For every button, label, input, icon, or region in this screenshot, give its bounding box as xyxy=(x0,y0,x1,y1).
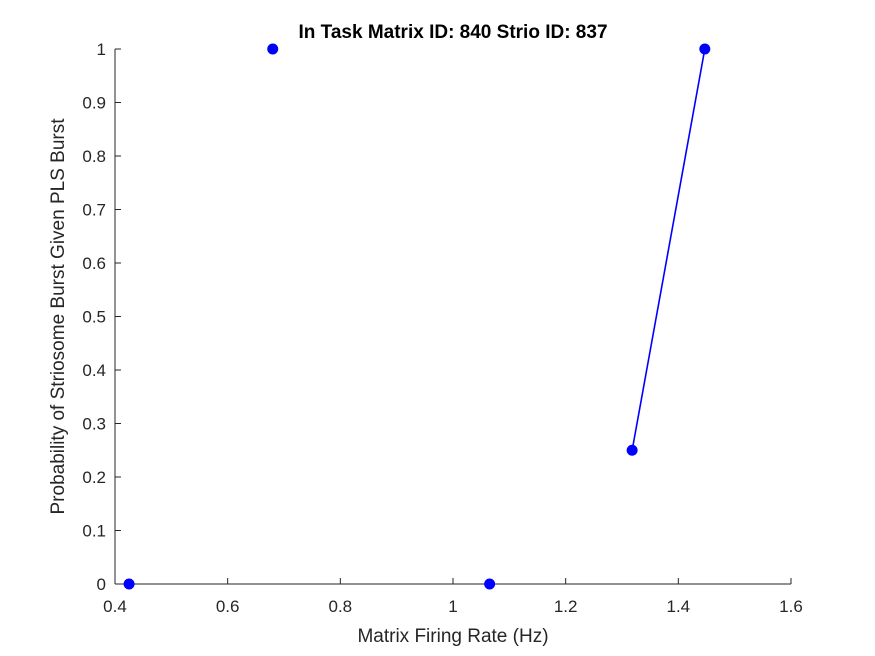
y-tick-label: 0.8 xyxy=(82,147,106,166)
x-tick-label: 0.8 xyxy=(329,597,353,616)
y-tick-label: 0.7 xyxy=(82,201,106,220)
data-point xyxy=(484,578,496,590)
chart-title: In Task Matrix ID: 840 Strio ID: 837 xyxy=(298,22,607,43)
series-line xyxy=(631,48,706,451)
y-tick-label: 0.1 xyxy=(82,522,106,541)
x-ticks: 0.4 0.6 0.8 1 1.2 1.4 1.6 xyxy=(103,578,803,616)
x-tick-label: 1.6 xyxy=(779,597,803,616)
x-tick-label: 0.6 xyxy=(216,597,240,616)
data-series xyxy=(123,43,711,590)
data-point xyxy=(123,578,135,590)
data-point xyxy=(267,43,279,55)
y-tick-label: 0.9 xyxy=(82,94,106,113)
y-tick-label: 0.5 xyxy=(82,308,106,327)
x-tick-label: 1.4 xyxy=(667,597,691,616)
y-ticks: 0 0.1 0.2 0.3 0.4 0.5 0.6 0.7 0.8 0.9 1 xyxy=(82,40,121,594)
y-axis-label: Probability of Striosome Burst Given PLS… xyxy=(48,118,69,515)
x-tick-label: 1 xyxy=(448,597,457,616)
y-tick-label: 0 xyxy=(97,575,106,594)
x-tick-label: 0.4 xyxy=(103,597,127,616)
y-tick-label: 0.6 xyxy=(82,254,106,273)
y-tick-label: 1 xyxy=(97,40,106,59)
y-tick-label: 0.4 xyxy=(82,361,106,380)
x-axis-label: Matrix Firing Rate (Hz) xyxy=(357,626,548,647)
data-point xyxy=(626,444,638,456)
y-tick-label: 0.2 xyxy=(82,468,106,487)
y-tick-label: 0.3 xyxy=(82,415,106,434)
data-point xyxy=(699,43,711,55)
x-tick-label: 1.2 xyxy=(554,597,578,616)
